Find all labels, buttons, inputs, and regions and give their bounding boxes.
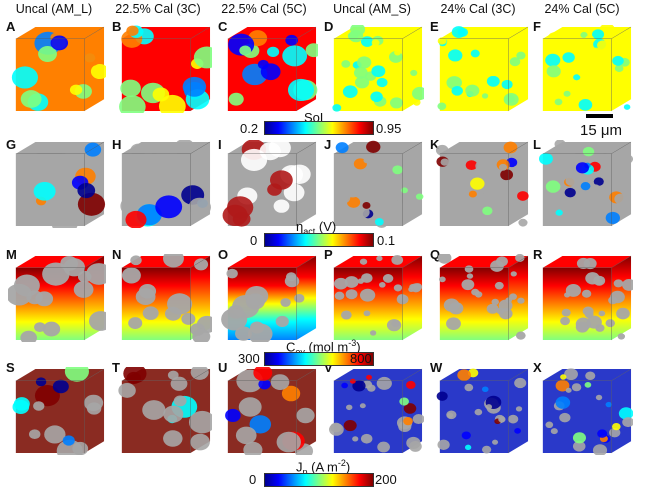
panel-p-cube-render	[326, 254, 424, 342]
panel-label-b: B	[112, 19, 122, 34]
column-title-22-5-cal-3c: 22.5% Cal (3C)	[115, 2, 201, 16]
column-title-24-cal-3c: 24% Cal (3C)	[440, 2, 516, 16]
panel-b-cube-render	[114, 25, 212, 113]
panel-o-cube-render	[220, 254, 318, 342]
panel-w-cube-render	[432, 367, 530, 455]
panel-q-cube-render	[432, 254, 530, 342]
colorbar-sol-gradient	[264, 121, 374, 135]
panel-label-o: O	[218, 247, 229, 262]
panel-label-d: D	[324, 19, 334, 34]
panel-label-f: F	[533, 19, 541, 34]
panel-c-cube-render	[220, 25, 318, 113]
colorbar-sol-min: 0.2	[240, 121, 259, 136]
scale-bar-label: 15 μm	[580, 122, 622, 139]
panel-label-g: G	[6, 137, 17, 152]
colorbar-jp-min: 0	[249, 472, 257, 487]
panel-label-v: V	[324, 360, 333, 375]
panel-label-j: J	[324, 137, 332, 152]
panel-a-cube-render	[8, 25, 106, 113]
column-title-22-5-cal-5c: 22.5% Cal (5C)	[221, 2, 307, 16]
scale-bar-line	[586, 114, 613, 118]
panel-v-cube-render	[326, 367, 424, 455]
panel-u-cube-render	[220, 367, 318, 455]
panel-n-cube-render	[114, 254, 212, 342]
colorbar-cey-gradient	[264, 352, 374, 366]
panel-label-w: W	[430, 360, 443, 375]
panel-label-i: I	[218, 137, 222, 152]
colorbar-eta-max: 0.1	[377, 233, 396, 248]
colorbar-jp-gradient	[264, 473, 374, 487]
panel-s-cube-render	[8, 367, 106, 455]
panel-e-cube-render	[432, 25, 530, 113]
panel-r-cube-render	[535, 254, 633, 342]
panel-j-cube-render	[326, 140, 424, 228]
panel-label-n: N	[112, 247, 122, 262]
panel-k-cube-render	[432, 140, 530, 228]
panel-i-cube-render	[220, 140, 318, 228]
panel-label-q: Q	[430, 247, 441, 262]
colorbar-eta-min: 0	[250, 233, 258, 248]
colorbar-cey-title: Cey (mol m-3)	[286, 338, 361, 357]
panel-label-t: T	[112, 360, 120, 375]
colorbar-eta-title: ηact (V)	[296, 219, 337, 237]
colorbar-jp-max: 200	[375, 472, 397, 487]
panel-label-x: X	[533, 360, 542, 375]
colorbar-cey-max: 800	[350, 351, 372, 366]
panel-label-e: E	[430, 19, 439, 34]
panel-x-cube-render	[535, 367, 633, 455]
panel-label-p: P	[324, 247, 333, 262]
panel-h-cube-render	[114, 140, 212, 228]
colorbar-sol-max: 0.95	[376, 121, 402, 136]
colorbar-jp-title: Jp (A m-2)	[296, 458, 351, 477]
panel-label-r: R	[533, 247, 543, 262]
panel-label-s: S	[6, 360, 15, 375]
colorbar-eta-gradient	[264, 233, 374, 247]
panel-l-cube-render	[535, 140, 633, 228]
column-title-uncal-aml: Uncal (AM_L)	[15, 2, 93, 16]
panel-t-cube-render	[114, 367, 212, 455]
panel-label-c: C	[218, 19, 228, 34]
panel-d-cube-render	[326, 25, 424, 113]
column-title-uncal-ams: Uncal (AM_S)	[333, 2, 411, 16]
panel-label-k: K	[430, 137, 440, 152]
panel-label-l: L	[533, 137, 541, 152]
panel-m-cube-render	[8, 254, 106, 342]
column-title-24-cal-5c: 24% Cal (5C)	[544, 2, 620, 16]
panel-g-cube-render	[8, 140, 106, 228]
panel-label-u: U	[218, 360, 228, 375]
panel-label-a: A	[6, 19, 16, 34]
colorbar-cey-min: 300	[238, 351, 260, 366]
panel-f-cube-render	[535, 25, 633, 113]
panel-label-h: H	[112, 137, 122, 152]
panel-label-m: M	[6, 247, 17, 262]
